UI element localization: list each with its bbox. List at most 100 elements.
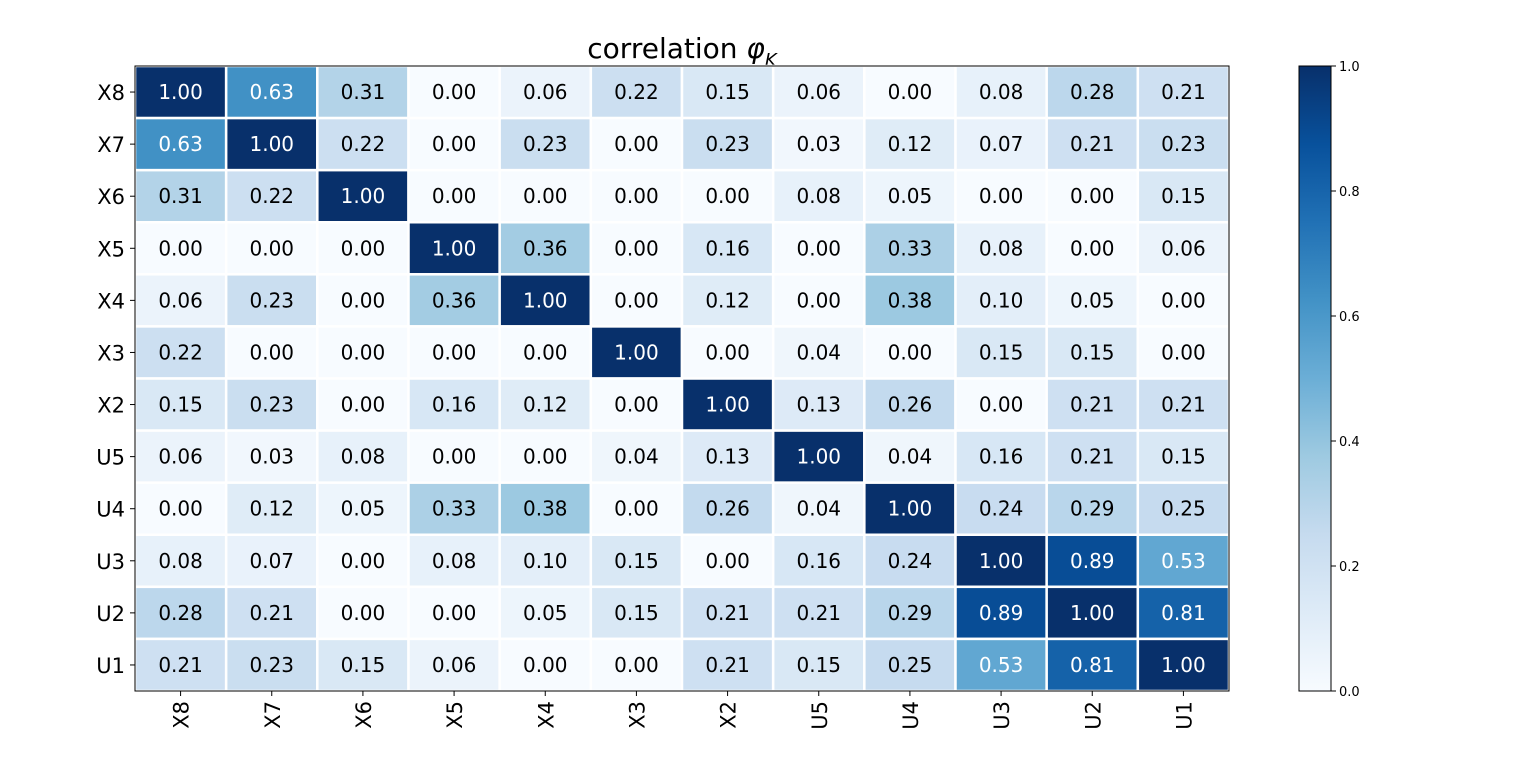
cell-value-label: 0.26 (888, 393, 933, 417)
heatmap-cell (954, 168, 1048, 224)
heatmap-cell (680, 168, 775, 224)
cell-value-label: 0.15 (341, 653, 386, 677)
cell-value-label: 0.00 (888, 340, 933, 364)
heatmap-cell (680, 325, 775, 380)
cell-value-label: 0.22 (614, 80, 659, 104)
heatmap-cell (498, 64, 593, 120)
column-tick-label: X2 (717, 701, 741, 729)
cell-value-label: 0.25 (888, 653, 933, 677)
cell-value-label: 0.12 (249, 497, 294, 521)
cell-value-label: 0.05 (341, 497, 386, 521)
cell-value-label: 0.15 (1161, 184, 1206, 208)
cell-value-label: 0.00 (705, 184, 750, 208)
chart-title-symbol: φ (746, 32, 765, 65)
cell-value-label: 0.29 (888, 601, 933, 625)
cell-value-label: 0.00 (614, 236, 659, 260)
cell-value-label: 0.06 (523, 80, 568, 104)
heatmap-cell (1045, 429, 1140, 484)
cell-value-label: 1.00 (341, 184, 386, 208)
cell-value-label: 0.38 (523, 497, 568, 521)
row-tick-label: U1 (96, 654, 125, 678)
cell-value-label: 0.06 (796, 80, 841, 104)
heatmap-cell (863, 116, 957, 172)
cell-value-label: 0.08 (796, 184, 841, 208)
heatmap-cell (498, 429, 593, 484)
cell-value-label: 0.00 (979, 393, 1024, 417)
cell-value-label: 0.00 (705, 340, 750, 364)
heatmap-cell (1136, 116, 1231, 172)
cell-value-label: 0.00 (979, 184, 1024, 208)
cell-value-label: 0.00 (614, 393, 659, 417)
heatmap-cell (407, 377, 501, 432)
cell-value-label: 0.00 (158, 236, 203, 260)
colorbar-tick-label: 0.4 (1339, 435, 1360, 450)
heatmap-cell (680, 481, 775, 536)
cell-value-label: 0.31 (158, 184, 203, 208)
cell-value-label: 0.08 (432, 549, 477, 573)
column-tick-label: U4 (899, 701, 923, 730)
cell-value-label: 0.06 (1161, 236, 1206, 260)
column-tick-label: U5 (808, 701, 832, 730)
cell-value-label: 0.05 (523, 601, 568, 625)
column-tick-label: X4 (534, 701, 558, 729)
cell-value-label: 1.00 (1070, 601, 1115, 625)
heatmap-cell (498, 481, 593, 536)
heatmap-cell (133, 168, 228, 224)
heatmap-cell (589, 533, 684, 589)
column-tick-label: U2 (1081, 701, 1105, 730)
cell-value-label: 0.00 (432, 340, 477, 364)
cell-value-label: 0.21 (1070, 393, 1115, 417)
cell-value-label: 0.00 (432, 601, 477, 625)
cell-value-label: 0.00 (523, 340, 568, 364)
cell-value-label: 0.23 (249, 653, 294, 677)
heatmap-cell (771, 377, 866, 432)
cell-value-label: 0.21 (1161, 393, 1206, 417)
cell-value-label: 0.07 (249, 549, 294, 573)
chart-title: correlation φK (587, 32, 778, 71)
cell-value-label: 0.25 (1161, 497, 1206, 521)
column-tick-label: U3 (990, 701, 1014, 730)
cell-value-label: 0.00 (523, 184, 568, 208)
column-tick-labels: X8 X7 X6 X5 X4 X3 X2 U5 U4 U3 U2 U1 (170, 691, 1196, 730)
heatmap-cell (407, 168, 501, 224)
heatmap-cell (589, 325, 684, 380)
cell-value-label: 0.00 (341, 340, 386, 364)
cell-value-label: 0.21 (1070, 445, 1115, 469)
cell-value-label: 0.00 (796, 236, 841, 260)
cell-value-label: 0.23 (249, 393, 294, 417)
cell-value-label: 0.15 (614, 549, 659, 573)
cell-value-label: 1.00 (796, 445, 841, 469)
heatmap-cell (589, 377, 684, 432)
cell-value-label: 0.05 (888, 184, 933, 208)
heatmap-cell (863, 481, 957, 536)
heatmap-cell (771, 585, 866, 641)
cell-value-label: 0.00 (614, 288, 659, 312)
cell-value-label: 0.89 (979, 601, 1024, 625)
heatmap-cell (863, 168, 957, 224)
colorbar-tick-label: 0.6 (1339, 310, 1360, 325)
heatmap-cell (589, 273, 684, 328)
cell-value-label: 0.21 (705, 601, 750, 625)
cell-value-label: 0.03 (796, 132, 841, 156)
cell-value-label: 0.00 (614, 497, 659, 521)
heatmap-cell (316, 325, 410, 380)
colorbar-tick-label: 0.0 (1339, 685, 1360, 700)
cell-value-label: 0.28 (158, 601, 203, 625)
cell-value-label: 0.04 (614, 445, 659, 469)
heatmap-cell (1136, 377, 1231, 432)
heatmap-cell (1136, 637, 1231, 693)
heatmap-cell (771, 116, 866, 172)
heatmap-cell (771, 637, 866, 693)
row-tick-label: X5 (97, 237, 125, 261)
cell-value-label: 0.08 (979, 80, 1024, 104)
heatmap-cell (680, 116, 775, 172)
cell-value-label: 1.00 (1161, 653, 1206, 677)
heatmap-cell (224, 64, 319, 120)
heatmap-cell (680, 533, 775, 589)
cell-value-label: 1.00 (614, 340, 659, 364)
row-tick-label: U4 (96, 498, 125, 522)
colorbar-tick-label: 0.2 (1339, 560, 1360, 575)
cell-value-label: 0.00 (432, 445, 477, 469)
row-tick-label: X4 (97, 289, 125, 313)
